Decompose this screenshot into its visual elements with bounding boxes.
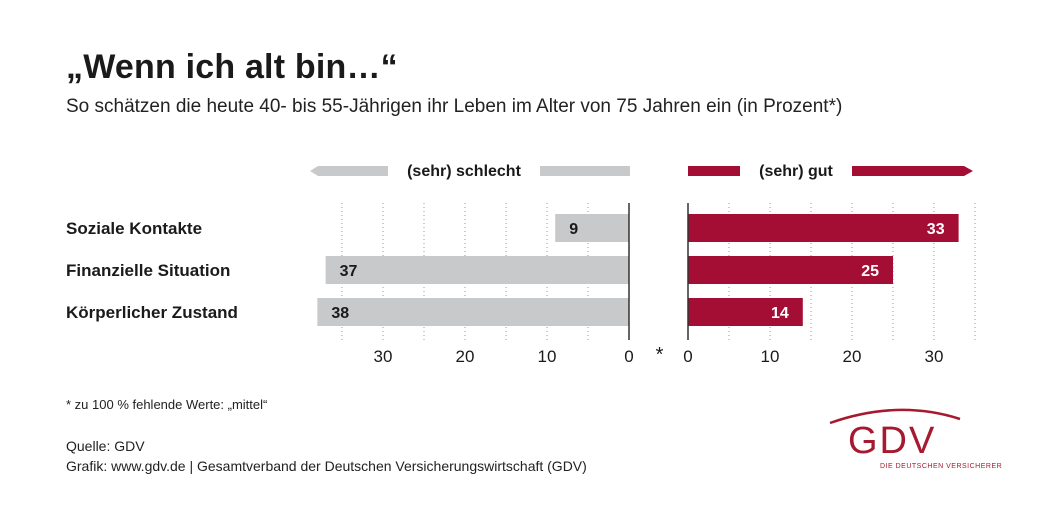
bar-gut — [688, 256, 893, 284]
bar-schlecht — [317, 298, 629, 326]
tick-label-right: 20 — [843, 347, 862, 366]
bar-schlecht — [325, 256, 629, 284]
data-label-schlecht: 9 — [569, 221, 578, 238]
footnote: * zu 100 % fehlende Werte: „mittel“ — [66, 397, 268, 412]
tick-label-left: 30 — [374, 347, 393, 366]
data-label-gut: 14 — [771, 305, 789, 322]
credit-note: Grafik: www.gdv.de | Gesamtverband der D… — [66, 458, 587, 474]
tick-label-left: 10 — [538, 347, 557, 366]
category-label: Körperlicher Zustand — [66, 303, 238, 322]
data-label-gut: 25 — [861, 263, 879, 280]
center-asterisk: * — [656, 344, 664, 366]
source-note: Quelle: GDV — [66, 438, 145, 454]
chart-subtitle: So schätzen die heute 40- bis 55-Jährige… — [66, 96, 843, 117]
data-label-gut: 33 — [927, 221, 945, 238]
gdv-logo-subtext: DIE DEUTSCHEN VERSICHERER — [880, 463, 1003, 470]
bar-gut — [688, 214, 959, 242]
data-label-schlecht: 37 — [340, 263, 358, 280]
gdv-logo-arc — [829, 408, 961, 425]
tick-label-right: 10 — [761, 347, 780, 366]
gdv-logo: GDV — [848, 420, 937, 462]
tick-label-right: 0 — [683, 347, 692, 366]
category-label: Soziale Kontakte — [66, 219, 202, 238]
series-label-schlecht: (sehr) schlecht — [407, 163, 521, 180]
bar-schlecht — [555, 214, 629, 242]
series-label-gut: (sehr) gut — [759, 163, 833, 180]
gut-label-bg — [740, 160, 852, 182]
schlecht-label-bg — [388, 160, 540, 182]
gut-arrow-head — [964, 166, 973, 176]
data-label-schlecht: 38 — [331, 305, 349, 322]
chart-title: „Wenn ich alt bin…“ — [66, 48, 398, 86]
bar-gut — [688, 298, 803, 326]
tick-label-left: 0 — [624, 347, 633, 366]
tick-label-left: 20 — [456, 347, 475, 366]
tick-label-right: 30 — [925, 347, 944, 366]
schlecht-arrow-head — [310, 166, 318, 176]
category-label: Finanzielle Situation — [66, 261, 230, 280]
